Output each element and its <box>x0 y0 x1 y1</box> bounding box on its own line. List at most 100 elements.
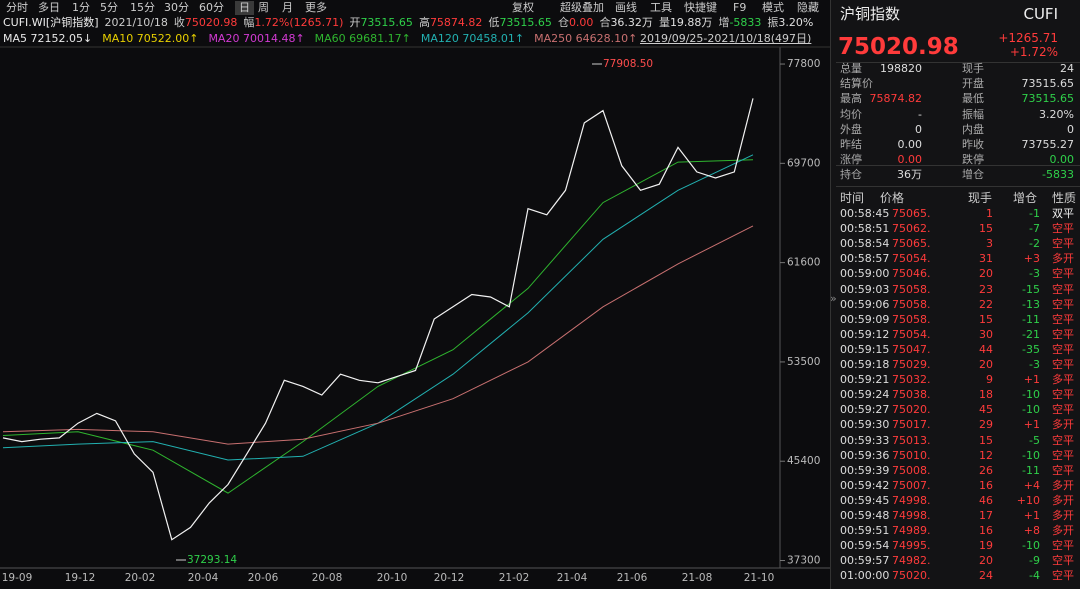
quote-field: 合36.32万 <box>599 16 653 30</box>
stat-label: 跌停 <box>962 153 984 167</box>
trade-header: 增仓 <box>1013 191 1038 205</box>
divider <box>836 62 1080 63</box>
trade-oi: -10 <box>1022 388 1040 402</box>
field-label: 振 <box>767 16 779 29</box>
trade-price: 75032. <box>892 373 931 387</box>
trade-time: 00:59:48 <box>840 509 890 522</box>
tool-button[interactable]: 工具 <box>650 1 672 14</box>
trade-oi: -10 <box>1022 539 1040 553</box>
x-tick-label: 20-04 <box>188 572 219 584</box>
trade-type: 多平 <box>1052 373 1074 387</box>
stat-value: 73755.27 <box>1021 138 1075 151</box>
period-tab[interactable]: 分时 <box>6 1 28 14</box>
trade-volume: 45 <box>979 403 993 417</box>
trade-oi: -15 <box>1022 282 1040 296</box>
trade-volume: 3 <box>986 237 993 251</box>
panel-name: 沪铜指数 <box>840 5 901 23</box>
tool-button[interactable]: F9 <box>733 1 747 14</box>
trade-oi: +4 <box>1023 478 1040 492</box>
trade-type: 空平 <box>1052 569 1074 583</box>
x-tick-label: 19-09 <box>2 572 33 584</box>
trade-volume: 29 <box>979 418 993 432</box>
trade-oi: -1 <box>1029 207 1040 220</box>
trade-type: 空平 <box>1052 327 1074 341</box>
trade-oi: +1 <box>1023 509 1040 522</box>
trade-price: 75058. <box>892 297 931 311</box>
ma-name: MA5 <box>3 32 28 45</box>
tool-button[interactable]: 超级叠加 <box>560 1 604 14</box>
stat-label: 最低 <box>962 92 984 106</box>
ma-line <box>2 154 754 461</box>
trade-price: 75008. <box>892 463 931 477</box>
trade-price: 75058. <box>892 282 931 296</box>
ma-item: MA10 70522.00↑ <box>102 32 198 46</box>
tool-button[interactable]: 复权 <box>512 1 534 14</box>
divider <box>836 186 1080 187</box>
quote-field: 幅1.72%(1265.71) <box>243 16 343 30</box>
period-tab[interactable]: 更多 <box>305 1 327 14</box>
trade-volume: 19 <box>979 539 993 553</box>
ma-name: MA60 <box>314 32 346 45</box>
trade-oi: -2 <box>1029 237 1040 251</box>
ma-line <box>2 159 754 494</box>
period-tab[interactable]: 月 <box>282 1 293 14</box>
trade-time: 00:59:03 <box>840 282 890 296</box>
ma-line <box>2 225 754 445</box>
x-tick-label: 21-10 <box>744 572 775 584</box>
period-tab[interactable]: 多日 <box>38 1 60 14</box>
period-tab[interactable]: 30分 <box>164 1 189 14</box>
trade-oi: -5 <box>1029 433 1040 447</box>
trade-time: 00:59:15 <box>840 342 890 356</box>
trade-time: 00:59:21 <box>840 373 890 387</box>
trade-type: 空平 <box>1052 433 1074 447</box>
period-tab[interactable]: 1分 <box>72 1 90 14</box>
trade-type: 空平 <box>1052 312 1074 326</box>
quote-field: 振3.20% <box>767 16 813 30</box>
period-tab[interactable]: 周 <box>258 1 269 14</box>
trade-price: 74998. <box>892 493 931 507</box>
tool-button[interactable]: 模式 <box>762 1 784 14</box>
stat-label: 现手 <box>962 62 984 75</box>
field-label: 幅 <box>243 16 255 29</box>
trade-type: 空平 <box>1052 267 1074 281</box>
trade-time: 01:00:00 <box>840 569 890 583</box>
tool-button[interactable]: 隐藏 <box>797 1 819 14</box>
period-tab[interactable]: 5分 <box>100 1 118 14</box>
trade-type: 多开 <box>1052 509 1074 522</box>
trade-type: 空平 <box>1052 282 1074 296</box>
field-label: 量 <box>658 16 670 29</box>
field-value: 73515.65 <box>360 16 413 29</box>
stat-value: 36万 <box>897 168 922 181</box>
collapse-handle[interactable]: » <box>830 292 837 305</box>
y-tick-label: 61600 <box>787 257 820 269</box>
trade-type: 空平 <box>1052 448 1074 462</box>
ma-item: MA5 72152.05↓ <box>3 32 92 46</box>
ma-value: 70522.00↑ <box>136 32 199 45</box>
trade-type: 多开 <box>1052 493 1074 507</box>
stat-label: 涨停 <box>840 153 862 167</box>
x-tick-label: 21-08 <box>682 572 713 584</box>
period-tab[interactable]: 日 <box>235 1 254 15</box>
trade-volume: 31 <box>979 252 993 266</box>
trade-oi: -10 <box>1022 448 1040 462</box>
trade-oi: -3 <box>1029 358 1040 371</box>
stat-label: 最高 <box>840 92 862 106</box>
tool-button[interactable]: 快捷键 <box>684 1 717 14</box>
trade-oi: -11 <box>1022 312 1040 326</box>
trade-price: 75054. <box>892 252 931 266</box>
period-tab[interactable]: 15分 <box>130 1 155 14</box>
trade-oi: -7 <box>1029 222 1040 236</box>
trade-price: 75007. <box>892 478 931 492</box>
tool-button[interactable]: 画线 <box>615 1 637 14</box>
x-tick-label: 19-12 <box>65 572 96 584</box>
period-tab[interactable]: 60分 <box>199 1 224 14</box>
date-range[interactable]: 2019/09/25-2021/10/18(497日) <box>640 32 812 45</box>
y-tick-label: 53500 <box>787 356 820 368</box>
trade-oi: +1 <box>1023 418 1040 432</box>
x-tick-label: 20-10 <box>377 572 408 584</box>
trade-volume: 26 <box>979 463 993 477</box>
trade-price: 74998. <box>892 509 931 522</box>
trade-price: 75038. <box>892 388 931 402</box>
trade-price: 75062. <box>892 222 931 236</box>
trade-oi: -9 <box>1029 554 1040 568</box>
